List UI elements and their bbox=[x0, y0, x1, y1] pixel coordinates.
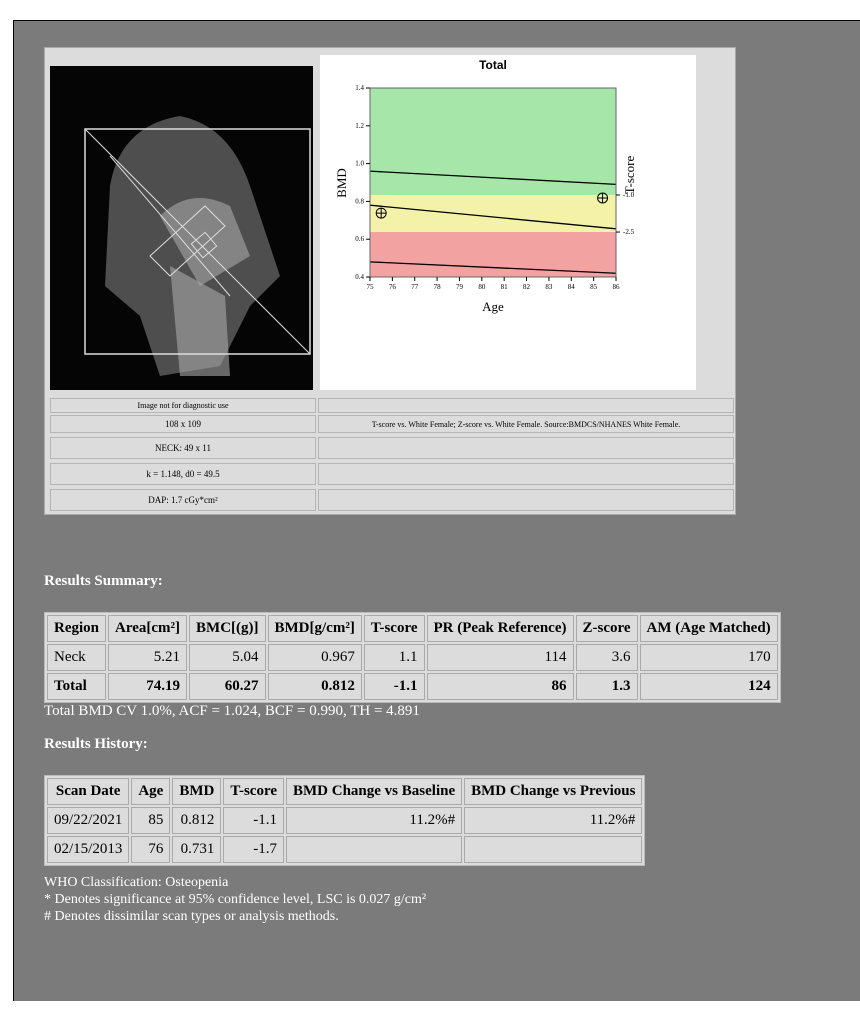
cell: Total bbox=[47, 673, 106, 700]
footer-line: * Denotes significance at 95% confidence… bbox=[44, 891, 426, 908]
x-tick-label: 81 bbox=[501, 283, 509, 291]
cell: 170 bbox=[640, 644, 778, 671]
column-header: BMD Change vs Baseline bbox=[286, 778, 462, 805]
info-cell: NECK: 49 x 11 bbox=[50, 437, 316, 459]
info-cell: k = 1.148, d0 = 49.5 bbox=[50, 463, 316, 485]
cell: 0.812 bbox=[268, 673, 362, 700]
column-header: BMD Change vs Previous bbox=[464, 778, 642, 805]
y-tick-label: 0.6 bbox=[355, 235, 364, 243]
info-cell bbox=[318, 398, 734, 413]
cell: 60.27 bbox=[189, 673, 265, 700]
cell: 0.731 bbox=[172, 836, 221, 863]
footer: WHO Classification: Osteopenia* Denotes … bbox=[44, 874, 426, 925]
column-header: Age bbox=[131, 778, 170, 805]
x-tick-label: 76 bbox=[389, 283, 397, 291]
zone bbox=[370, 88, 616, 195]
column-header: Area[cm²] bbox=[108, 615, 187, 642]
zone bbox=[370, 232, 616, 277]
bmd-chart: 0.4 0.6 0.8 1.0 1.2 1.4 75 76 77 78 79 80 81 82 83 84 85… bbox=[320, 55, 696, 390]
cell: 86 bbox=[427, 673, 574, 700]
column-header: Region bbox=[47, 615, 106, 642]
y-tick-label: 1.4 bbox=[355, 84, 364, 92]
x-tick-label: 83 bbox=[545, 283, 553, 291]
cell bbox=[464, 836, 642, 863]
zone bbox=[370, 195, 616, 232]
info-cell bbox=[318, 463, 734, 485]
info-cell bbox=[318, 437, 734, 459]
page: 0.4 0.6 0.8 1.0 1.2 1.4 75 76 77 78 79 80 81 82 83 84 85… bbox=[0, 0, 860, 1013]
y-tick-label: 0.8 bbox=[355, 197, 364, 205]
cell: -1.1 bbox=[364, 673, 425, 700]
column-header: T-score bbox=[364, 615, 425, 642]
info-cell bbox=[318, 489, 734, 511]
cell: 02/15/2013 bbox=[47, 836, 129, 863]
column-header: BMD[g/cm²] bbox=[268, 615, 362, 642]
y2-tick-label: -2.5 bbox=[623, 228, 635, 236]
cell: 76 bbox=[131, 836, 170, 863]
y-tick-label: 1.2 bbox=[355, 122, 364, 130]
x-tick-label: 85 bbox=[590, 283, 598, 291]
x-axis-label: Age bbox=[482, 299, 504, 314]
column-header: Z-score bbox=[576, 615, 638, 642]
column-header: T-score bbox=[223, 778, 284, 805]
x-tick-label: 86 bbox=[613, 283, 621, 291]
y-tick-label: 0.4 bbox=[355, 273, 364, 281]
column-header: BMD bbox=[172, 778, 221, 805]
x-tick-label: 84 bbox=[568, 283, 576, 291]
cell bbox=[286, 836, 462, 863]
cell: 0.967 bbox=[268, 644, 362, 671]
column-header: Scan Date bbox=[47, 778, 129, 805]
cell: 114 bbox=[427, 644, 574, 671]
x-tick-label: 79 bbox=[456, 283, 464, 291]
y-tick-label: 1.0 bbox=[355, 160, 364, 168]
section-title: Results Summary: bbox=[44, 573, 163, 590]
cell: Neck bbox=[47, 644, 106, 671]
image-panel: 0.4 0.6 0.8 1.0 1.2 1.4 75 76 77 78 79 80 81 82 83 84 85… bbox=[44, 47, 736, 515]
column-header: PR (Peak Reference) bbox=[427, 615, 574, 642]
section-title: Results History: bbox=[44, 736, 148, 753]
chart-title: Total bbox=[479, 58, 507, 72]
info-cell: Image not for diagnostic use bbox=[50, 398, 316, 413]
cell: 124 bbox=[640, 673, 778, 700]
info-cell: T-score vs. White Female; Z-score vs. Wh… bbox=[318, 415, 734, 433]
x-tick-label: 78 bbox=[434, 283, 442, 291]
cell: 5.21 bbox=[108, 644, 187, 671]
info-cell: 108 x 109 bbox=[50, 415, 316, 433]
cell: 11.2%# bbox=[286, 807, 462, 834]
column-header: AM (Age Matched) bbox=[640, 615, 778, 642]
y-axis-label: BMD bbox=[334, 168, 349, 198]
y2-axis-label: T-score bbox=[622, 156, 637, 195]
cell: 11.2%# bbox=[464, 807, 642, 834]
cell: 74.19 bbox=[108, 673, 187, 700]
summary-note: Total BMD CV 1.0%, ACF = 1.024, BCF = 0.… bbox=[44, 703, 420, 720]
x-tick-label: 75 bbox=[367, 283, 375, 291]
x-tick-label: 80 bbox=[478, 283, 486, 291]
footer-line: WHO Classification: Osteopenia bbox=[44, 874, 426, 891]
cell: 5.04 bbox=[189, 644, 265, 671]
cell: -1.1 bbox=[223, 807, 284, 834]
footer-line: # Denotes dissimilar scan types or analy… bbox=[44, 908, 426, 925]
column-header: BMC[(g)] bbox=[189, 615, 265, 642]
x-tick-label: 82 bbox=[523, 283, 531, 291]
cell: 09/22/2021 bbox=[47, 807, 129, 834]
cell: 1.1 bbox=[364, 644, 425, 671]
cell: 3.6 bbox=[576, 644, 638, 671]
x-tick-label: 77 bbox=[411, 283, 419, 291]
cell: 1.3 bbox=[576, 673, 638, 700]
cell: 0.812 bbox=[172, 807, 221, 834]
hip-image bbox=[50, 66, 313, 390]
info-cell: DAP: 1.7 cGy*cm² bbox=[50, 489, 316, 511]
cell: -1.7 bbox=[223, 836, 284, 863]
cell: 85 bbox=[131, 807, 170, 834]
